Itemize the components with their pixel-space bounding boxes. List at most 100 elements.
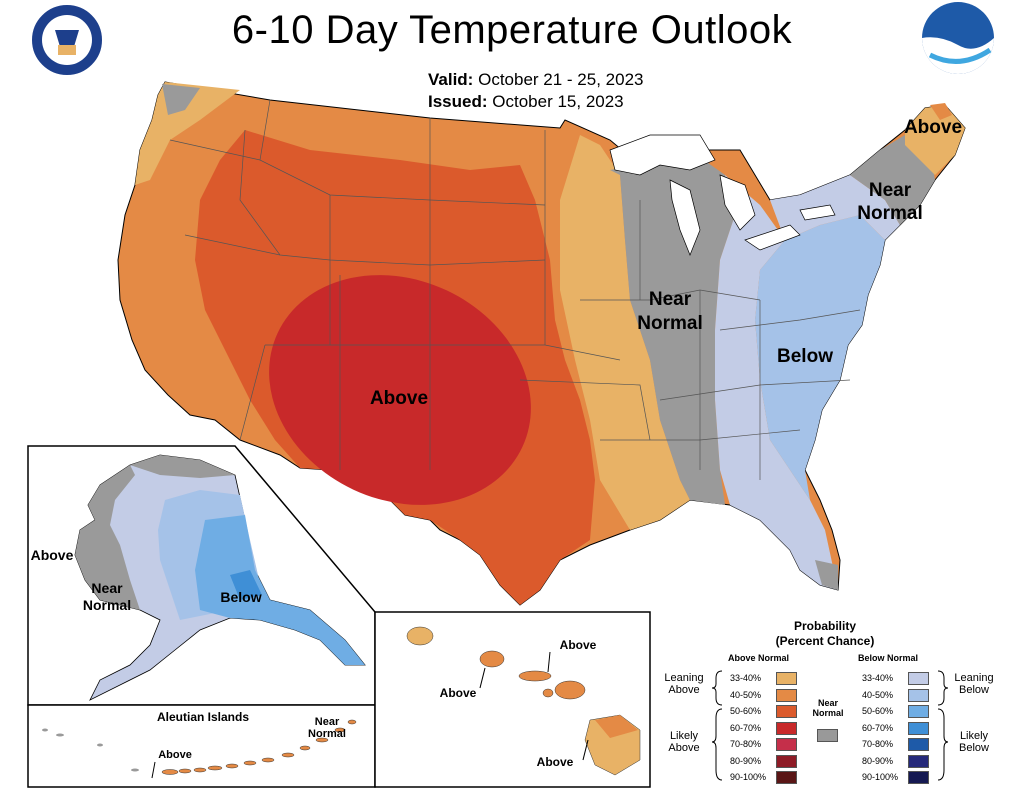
legend-title-1: Probability [793, 619, 856, 633]
ne-near-label-1: Near [868, 180, 912, 201]
conus-lean-below-band [715, 175, 838, 590]
conus-newengland-near [850, 135, 935, 225]
conus-above-label: Above [369, 388, 429, 409]
great-lakes [609, 134, 836, 256]
legend-near-2: Normal [812, 707, 844, 718]
ak-near-label-2: Normal [82, 597, 132, 613]
legend-above-swatch-2 [776, 705, 797, 718]
legend-below-range-1: 40-50% [862, 689, 894, 700]
alaska-gray-west [75, 465, 140, 610]
legend-above-range-4: 70-80% [730, 739, 762, 749]
legend-above-swatch-0 [776, 672, 797, 685]
legend-near-swatch [817, 729, 838, 742]
maui [554, 680, 586, 700]
kauai [406, 626, 434, 646]
ak-above-label: Above [30, 547, 74, 563]
legend-above-header: Above Normal [728, 653, 790, 663]
legend-leaning-below-1: Leaning [954, 672, 994, 684]
conus-lean-above-east [560, 135, 690, 530]
valid-label: Valid: [428, 70, 474, 89]
alaska-inset [27, 445, 376, 706]
legend-leaning-below-2: Below [959, 684, 989, 697]
conus-maine-above [905, 105, 965, 175]
legend-below-header: Below Normal [858, 653, 919, 663]
conus-ne-lean-below [770, 175, 900, 240]
legend-above-swatch-5 [776, 754, 797, 768]
conus-near-normal-band [610, 150, 735, 505]
oahu [479, 650, 505, 668]
ak-near-label-1: Near [91, 580, 123, 596]
legend-likely-above-1: Likely [669, 730, 699, 742]
issued-value: October 15, 2023 [492, 92, 624, 111]
hi-above-label-2: Above [439, 686, 477, 700]
page-title: 6-10 Day Temperature Outlook [231, 8, 793, 52]
legend-below-range-0: 33-40% [862, 673, 894, 683]
conus-near-label-2: Normal [637, 313, 703, 334]
conus-west-coast-lean [135, 82, 240, 185]
aleutian-title: Aleutian Islands [156, 710, 250, 724]
legend-above-range-5: 80-90% [730, 755, 762, 766]
legend-below-swatch-2 [908, 705, 929, 718]
legend-leaning-above-1: Leaning [664, 672, 704, 684]
florida-near-normal [815, 560, 838, 590]
aleutian-above-label: Above [158, 749, 192, 761]
legend-leaning-above-2: Above [668, 684, 700, 697]
state-lines [169, 99, 861, 480]
legend-above-swatch-4 [776, 738, 797, 751]
noaa-logo-icon [922, 2, 994, 74]
alaska-gray-north [130, 455, 235, 478]
legend-near-normal: Near Normal [806, 698, 850, 719]
legend-likely-below-2: Below [959, 742, 989, 755]
legend-likely-below: Likely Below [950, 730, 998, 754]
legend-below-swatch-0 [908, 672, 929, 685]
alaska-below-50-60 [195, 515, 365, 665]
conus-below-label: Below [777, 346, 833, 367]
legend-leaning-below: Leaning Below [950, 672, 998, 696]
legend-likely-above: Likely Above [660, 730, 708, 754]
legend-above-range-1: 40-50% [730, 689, 762, 700]
legend-above-swatch-3 [776, 721, 797, 735]
legend-brackets [711, 670, 949, 781]
ak-below-label: Below [220, 589, 262, 605]
lanai [542, 688, 554, 698]
conus-near-label-1: Near [648, 289, 692, 310]
legend-below-swatch-4 [908, 738, 929, 751]
legend-above-range-2: 50-60% [730, 706, 762, 716]
legend-below-range-2: 50-60% [862, 706, 894, 716]
legend-near-1: Near [817, 698, 838, 708]
legend-below-range-5: 80-90% [862, 755, 894, 766]
hawaii-inset [374, 611, 651, 788]
legend-likely-below-1: Likely [959, 730, 989, 742]
hi-above-label-1: Above [559, 638, 597, 652]
legend-title-2: (Percent Chance) [775, 634, 875, 648]
molokai [518, 670, 552, 682]
legend-below-range-6: 90-100% [862, 772, 899, 782]
legend-above-range-3: 60-70% [730, 722, 762, 733]
issued-row: Issued: October 15, 2023 [428, 92, 624, 112]
conus-maine-above-core [930, 103, 952, 120]
maine-above-label: Above [903, 117, 963, 138]
valid-row: Valid: October 21 - 25, 2023 [428, 70, 643, 90]
conus-below-40-50 [755, 215, 885, 500]
legend-above-swatch-1 [776, 688, 797, 702]
legend-above-swatch-6 [776, 771, 797, 784]
legend-likely-above-2: Above [668, 742, 700, 755]
alaska-below-60-70 [230, 570, 262, 600]
legend-leaning-above: Leaning Above [660, 672, 708, 696]
aleutian-near-label-1: Near [314, 716, 340, 728]
legend-above-range-0: 33-40% [730, 673, 762, 683]
valid-value: October 21 - 25, 2023 [478, 70, 644, 89]
conus-map [117, 81, 966, 606]
legend-below-swatch-3 [908, 721, 929, 735]
legend-below-swatch-1 [908, 688, 929, 702]
legend-below-swatch-6 [908, 771, 929, 784]
legend-below-swatch-5 [908, 754, 929, 768]
ne-near-label-2: Normal [857, 203, 923, 224]
doc-seal-icon [30, 3, 104, 77]
legend-below-range-4: 70-80% [862, 739, 894, 749]
conus-above-60-70 [269, 275, 531, 505]
hi-above-label-3: Above [536, 755, 574, 769]
legend-below-range-3: 60-70% [862, 722, 894, 733]
aleutian-frame [27, 704, 376, 788]
